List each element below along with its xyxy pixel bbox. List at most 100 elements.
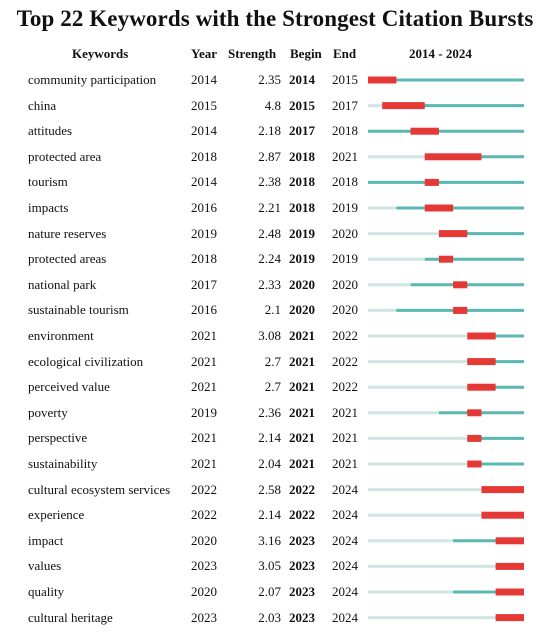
table-row: perspective 2021 2.14 2021 2021 <box>0 427 550 453</box>
year-cell: 2014 <box>191 123 217 139</box>
begin-cell: 2017 <box>289 123 315 139</box>
table-row: sustainable tourism 2016 2.1 2020 2020 <box>0 299 550 325</box>
end-cell: 2019 <box>332 251 358 267</box>
burst-bar <box>453 306 468 314</box>
strength-cell: 2.58 <box>258 481 281 497</box>
year-cell: 2017 <box>191 276 217 292</box>
begin-cell: 2021 <box>289 404 315 420</box>
strength-cell: 2.7 <box>264 353 281 369</box>
begin-cell: 2019 <box>289 225 315 241</box>
table-row: experience 2022 2.14 2022 2024 <box>0 504 550 530</box>
end-cell: 2019 <box>332 200 358 215</box>
strength-cell: 2.14 <box>258 430 281 446</box>
strength-cell: 2.24 <box>258 251 281 267</box>
strength-cell: 2.7 <box>264 379 281 395</box>
end-cell: 2024 <box>332 481 358 497</box>
table-row: poverty 2019 2.36 2021 2021 <box>0 402 550 428</box>
year-cell: 2021 <box>191 379 217 395</box>
year-cell: 2019 <box>191 225 217 241</box>
keyword-cell: community participation <box>28 72 157 87</box>
strength-cell: 2.38 <box>258 174 281 190</box>
table-row: environment 2021 3.08 2021 2022 <box>0 325 550 351</box>
end-cell: 2020 <box>332 302 358 318</box>
header-keywords: Keywords <box>72 46 129 61</box>
strength-cell: 2.1 <box>264 302 281 318</box>
end-cell: 2022 <box>332 353 358 369</box>
begin-cell: 2015 <box>289 97 315 113</box>
begin-cell: 2021 <box>289 353 315 369</box>
keyword-cell: ecological civilization <box>28 353 144 369</box>
burst-bar <box>453 281 468 289</box>
table-row: quality 2020 2.07 2023 2024 <box>0 581 550 607</box>
end-cell: 2020 <box>332 276 358 292</box>
begin-cell: 2023 <box>289 558 315 574</box>
year-cell: 2016 <box>191 200 217 215</box>
keyword-cell: sustainability <box>28 456 98 471</box>
table-row: tourism 2014 2.38 2018 2018 <box>0 171 550 197</box>
header-year: Year <box>191 46 217 61</box>
end-cell: 2018 <box>332 123 358 139</box>
year-cell: 2023 <box>191 609 217 625</box>
burst-bar <box>424 178 439 186</box>
table-row: values 2023 3.05 2023 2024 <box>0 555 550 581</box>
burst-bar <box>481 486 524 494</box>
table-row: cultural ecosystem services 2022 2.58 2022 2… <box>0 479 550 505</box>
strength-cell: 2.14 <box>258 507 281 523</box>
burst-bar <box>438 230 468 238</box>
year-cell: 2014 <box>191 174 217 190</box>
begin-cell: 2018 <box>289 200 315 215</box>
year-cell: 2014 <box>191 72 217 87</box>
keyword-cell: attitudes <box>28 123 73 139</box>
burst-bar <box>410 127 439 135</box>
year-cell: 2020 <box>191 532 217 548</box>
keyword-cell: national park <box>28 276 97 292</box>
keyword-cell: experience <box>28 507 85 523</box>
keyword-cell: cultural heritage <box>28 609 113 625</box>
year-cell: 2018 <box>191 148 217 164</box>
begin-cell: 2021 <box>289 379 315 395</box>
burst-bar <box>467 383 496 391</box>
table-row: protected areas 2018 2.24 2019 2019 <box>0 248 550 274</box>
end-cell: 2022 <box>332 328 358 343</box>
burst-bar <box>424 204 454 212</box>
header-timeline: 2014 - 2024 <box>409 46 472 61</box>
burst-bar <box>495 537 524 545</box>
burst-bar <box>467 332 496 340</box>
keyword-cell: sustainable tourism <box>28 302 129 318</box>
begin-cell: 2022 <box>289 481 315 497</box>
keyword-cell: china <box>28 97 57 113</box>
strength-cell: 2.35 <box>258 72 281 87</box>
strength-cell: 2.21 <box>258 200 281 215</box>
begin-cell: 2019 <box>289 251 315 267</box>
strength-cell: 3.16 <box>258 532 281 548</box>
keyword-cell: cultural ecosystem services <box>28 481 171 497</box>
strength-cell: 2.87 <box>258 148 281 164</box>
burst-bar <box>424 153 482 161</box>
begin-cell: 2018 <box>289 174 315 190</box>
burst-bar <box>382 102 425 110</box>
keyword-cell: perceived value <box>28 379 110 395</box>
end-cell: 2024 <box>332 558 358 574</box>
end-cell: 2022 <box>332 379 358 395</box>
table-row: nature reserves 2019 2.48 2019 2020 <box>0 223 550 249</box>
burst-bar <box>467 434 482 442</box>
burst-bar <box>467 358 496 366</box>
burst-bar <box>467 409 482 417</box>
end-cell: 2024 <box>332 609 358 625</box>
year-cell: 2021 <box>191 328 217 343</box>
end-cell: 2021 <box>332 404 358 420</box>
year-cell: 2022 <box>191 507 217 523</box>
keyword-cell: values <box>28 558 62 574</box>
table-row: china 2015 4.8 2015 2017 <box>0 95 550 121</box>
keyword-cell: nature reserves <box>28 225 107 241</box>
keyword-cell: poverty <box>28 404 68 420</box>
burst-bar <box>368 76 397 84</box>
table-row: cultural heritage 2023 2.03 2023 2024 <box>0 607 550 632</box>
table-row: impacts 2016 2.21 2018 2019 <box>0 197 550 223</box>
strength-cell: 2.18 <box>258 123 281 139</box>
burst-bar <box>495 562 524 570</box>
strength-cell: 2.36 <box>258 404 281 420</box>
strength-cell: 2.48 <box>258 225 281 241</box>
year-cell: 2021 <box>191 430 217 446</box>
